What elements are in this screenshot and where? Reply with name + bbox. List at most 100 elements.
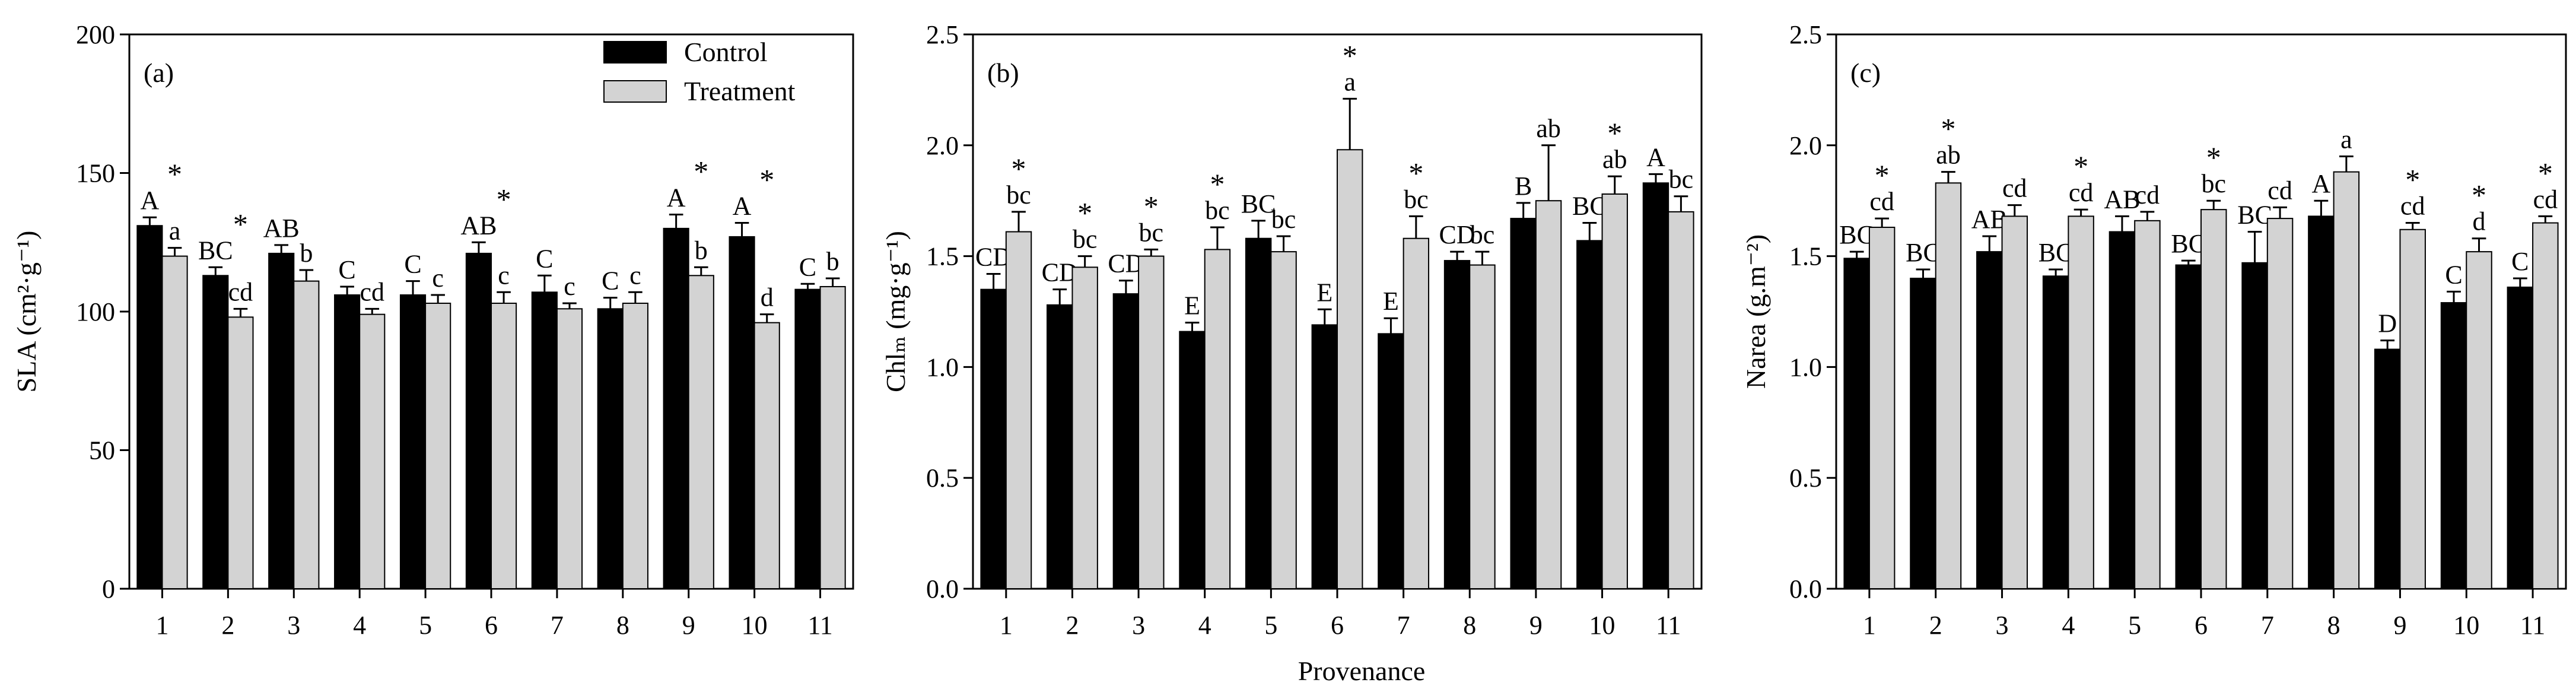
x-tick-label: 10 xyxy=(742,611,768,640)
y-tick-label: 200 xyxy=(76,20,115,49)
significance-star: * xyxy=(1875,158,1890,192)
y-tick-label: 2.0 xyxy=(926,131,959,160)
bar-treatment xyxy=(1071,266,1098,589)
significance-star: * xyxy=(694,155,708,188)
significance-letter: E xyxy=(1184,291,1200,320)
panel-label: (c) xyxy=(1850,58,1881,88)
significance-letter: bc xyxy=(2201,169,2226,198)
bar-control xyxy=(268,252,295,589)
significance-letter: a xyxy=(1344,67,1356,96)
x-tick-label: 3 xyxy=(1996,611,2009,640)
bar-control xyxy=(794,288,821,589)
bar-treatment xyxy=(2399,228,2426,589)
significance-star: * xyxy=(1408,156,1423,189)
y-tick-label: 0.5 xyxy=(926,464,959,493)
bar-treatment xyxy=(819,285,846,589)
significance-letter: bc xyxy=(1669,165,1694,194)
bar-control xyxy=(2308,215,2335,589)
x-tick-label: 3 xyxy=(287,611,300,640)
significance-letter: A xyxy=(140,186,159,215)
x-tick-label: 1 xyxy=(1000,611,1013,640)
bar-control xyxy=(1910,277,1936,589)
significance-star: * xyxy=(2472,179,2486,212)
y-tick-label: 0 xyxy=(102,574,115,604)
significance-letter: E xyxy=(1383,287,1399,316)
x-axis-title: Provenance xyxy=(1298,656,1426,686)
x-tick-label: 10 xyxy=(1589,611,1615,640)
bar-treatment xyxy=(622,302,648,589)
significance-star: * xyxy=(2538,156,2553,189)
legend-swatch-treatment xyxy=(603,80,667,103)
x-tick-label: 2 xyxy=(1066,611,1079,640)
bar-control xyxy=(1112,293,1140,589)
y-tick-label: 0.5 xyxy=(1789,464,1822,493)
significance-star: * xyxy=(1343,39,1357,72)
significance-letter: cd xyxy=(2267,176,2292,205)
bar-treatment xyxy=(753,322,780,589)
y-tick-label: 0.0 xyxy=(926,574,959,604)
panel-label: (a) xyxy=(144,58,174,88)
significance-star: * xyxy=(1012,152,1026,185)
y-axis-title: Narea (g.m⁻²) xyxy=(1741,234,1771,389)
significance-letter: a xyxy=(169,217,181,246)
significance-letter: E xyxy=(1316,278,1332,307)
significance-letter: bc xyxy=(1404,185,1429,214)
bar-treatment xyxy=(1204,249,1231,589)
significance-letter: cd xyxy=(228,277,253,306)
significance-letter: cd xyxy=(2533,185,2558,214)
bar-control xyxy=(465,252,492,589)
bar-control xyxy=(334,294,361,589)
significance-letter: A xyxy=(667,183,686,212)
significance-letter: cd xyxy=(2069,178,2094,207)
y-tick-label: 1.0 xyxy=(926,353,959,382)
bar-treatment xyxy=(2333,171,2360,589)
y-tick-label: 1.5 xyxy=(926,242,959,271)
bar-control xyxy=(1378,333,1404,589)
significance-letter: C xyxy=(602,266,619,296)
significance-letter: BC xyxy=(1241,189,1276,218)
bar-control xyxy=(663,227,689,589)
significance-letter: ab xyxy=(1602,145,1627,174)
significance-letter: bc xyxy=(1470,220,1495,249)
significance-star: * xyxy=(497,182,511,215)
bar-treatment xyxy=(1535,200,1562,589)
bar-control xyxy=(1976,251,2003,589)
significance-letter: cd xyxy=(2002,174,2027,203)
significance-letter: a xyxy=(2340,125,2352,154)
x-tick-label: 11 xyxy=(1656,611,1681,640)
x-tick-label: 2 xyxy=(221,611,234,640)
bar-control xyxy=(2374,348,2401,590)
significance-letter: bc xyxy=(1205,196,1230,225)
significance-letter: c xyxy=(629,261,641,290)
significance-letter: bc xyxy=(1073,225,1098,254)
bar-treatment xyxy=(1337,149,1363,590)
significance-letter: BC xyxy=(198,236,233,265)
bar-control xyxy=(2440,302,2467,589)
significance-letter: A xyxy=(1646,142,1665,172)
bar-control xyxy=(1179,331,1206,590)
x-tick-label: 1 xyxy=(155,611,168,640)
legend-label-treatment: Treatment xyxy=(684,76,796,106)
x-tick-label: 4 xyxy=(2062,611,2075,640)
bar-control xyxy=(729,236,755,590)
bar-control xyxy=(2507,286,2534,589)
significance-letter: c xyxy=(564,272,575,301)
bar-treatment xyxy=(425,302,451,589)
y-tick-label: 0.0 xyxy=(1789,574,1822,604)
x-tick-label: 4 xyxy=(353,611,366,640)
significance-letter: BC xyxy=(2171,229,2206,258)
x-tick-label: 6 xyxy=(1331,611,1344,640)
x-tick-label: 5 xyxy=(419,611,432,640)
x-tick-label: 7 xyxy=(551,611,564,640)
significance-letter: C xyxy=(2511,247,2529,276)
significance-star: * xyxy=(1941,112,1955,145)
y-axis-title: Chlₘ (mg·g⁻¹) xyxy=(880,231,911,392)
significance-letter: BC xyxy=(2237,201,2272,230)
x-tick-label: 8 xyxy=(2327,611,2340,640)
bar-control xyxy=(1245,237,1272,590)
bar-control xyxy=(597,308,624,590)
significance-star: * xyxy=(1210,167,1225,201)
bar-treatment xyxy=(2466,251,2492,589)
